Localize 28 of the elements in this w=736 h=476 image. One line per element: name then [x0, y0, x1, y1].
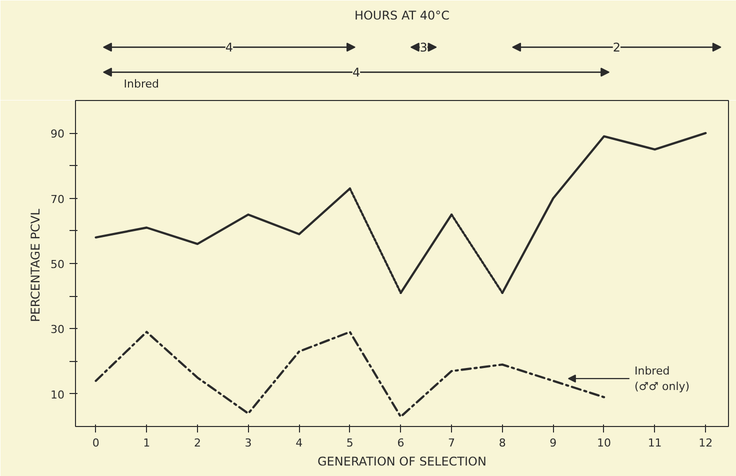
line-series — [94, 330, 606, 418]
x-tick-label: 2 — [194, 436, 201, 450]
x-tick-label: 11 — [648, 436, 662, 450]
y-tick-label: 10 — [50, 388, 65, 402]
text: Inbred — [124, 77, 160, 90]
chart-title: HOURS AT 40°C — [354, 8, 450, 22]
y-tick-label: 70 — [50, 192, 65, 206]
x-tick-label: 3 — [244, 436, 252, 450]
x-axis-title: GENERATION OF SELECTION — [318, 454, 486, 468]
x-tick-label: 1 — [143, 436, 150, 450]
x-tick-label: 6 — [397, 436, 404, 450]
x-tick-label: 12 — [698, 436, 713, 450]
x-tick-label: 10 — [597, 436, 611, 450]
x-tick-label: 8 — [498, 436, 506, 450]
text: 2 — [612, 40, 621, 55]
y-tick-label: 50 — [50, 258, 65, 271]
text: 3 — [420, 40, 428, 55]
y-tick-label: 30 — [50, 323, 65, 336]
y-axis-title: PERCENTAGE PCVL — [28, 208, 43, 322]
text: 4 — [352, 66, 360, 80]
x-tick-label: 5 — [346, 436, 354, 450]
y-tick-label: 90 — [50, 128, 65, 141]
x-tick-label: 0 — [92, 436, 100, 450]
text: 4 — [225, 40, 234, 55]
x-tick-label: 7 — [448, 436, 456, 450]
annotation: Inbred (♂♂ only) — [634, 364, 690, 393]
x-tick-label: 9 — [550, 436, 557, 450]
x-tick-label: 4 — [296, 436, 303, 450]
